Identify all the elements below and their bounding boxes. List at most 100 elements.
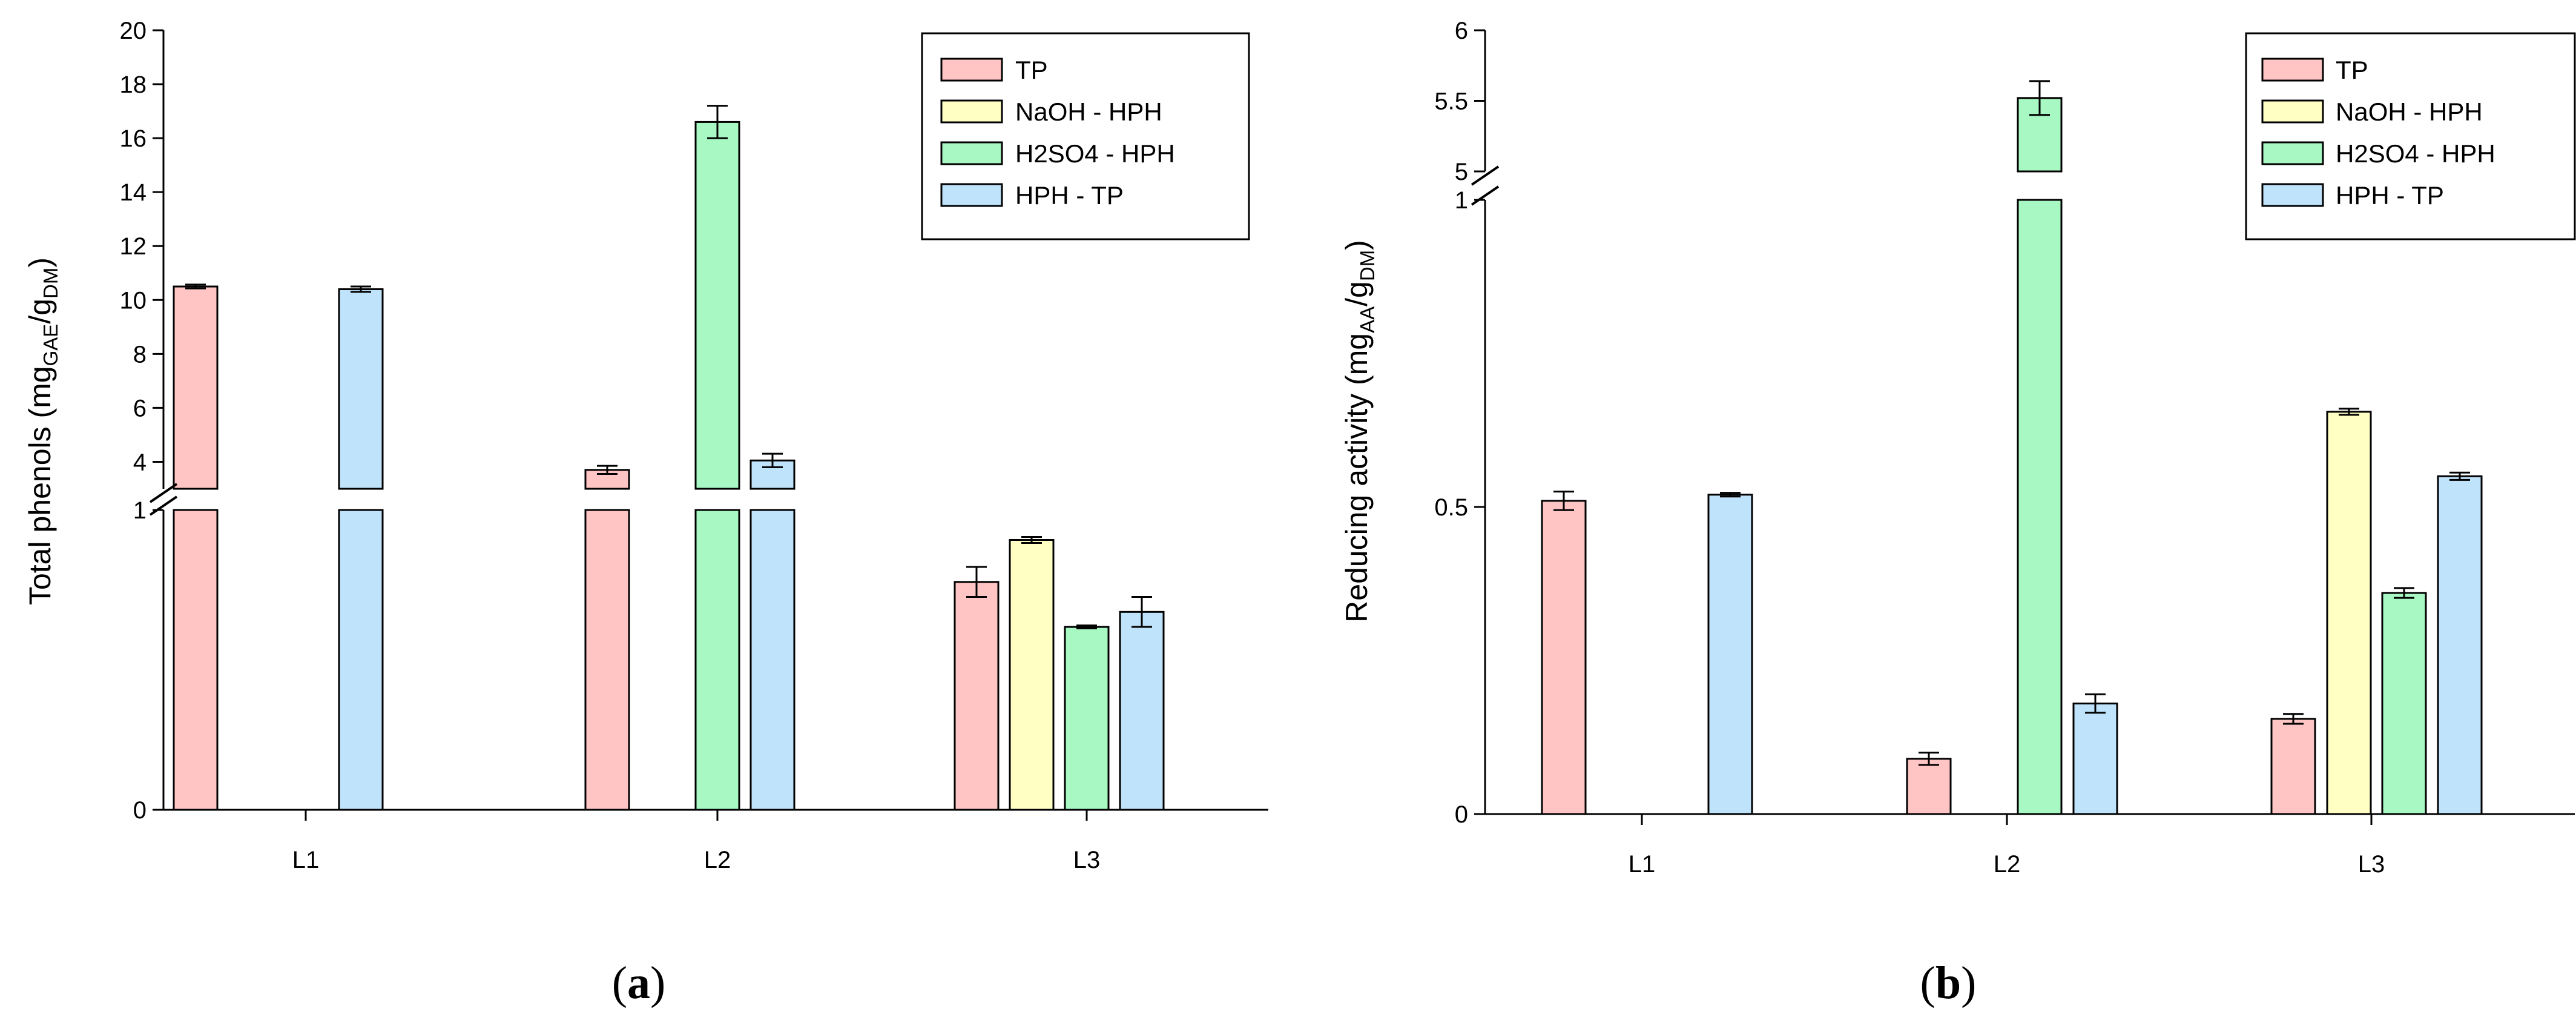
panel-b-y-title-sub1: AA <box>1356 306 1379 333</box>
panel-b-bar-l3-h2so4-hph <box>2381 592 2427 815</box>
panel-a-errorbar-l3-naoh-hph <box>1021 536 1042 544</box>
panel-b-errorbar-l3-hph-tp <box>2449 471 2470 481</box>
panel-a-legend-swatch-hph-tp <box>940 183 1003 207</box>
panel-b-label-close: ) <box>1961 958 1976 1008</box>
panel-b-y-tick-label-lower-1: 0.5 <box>1434 494 1468 521</box>
panel-a-legend-label-naoh: NaOH - HPH <box>1015 98 1162 126</box>
panel-a-errorbar-l2-h2so4-hph <box>707 105 728 139</box>
panel-a-bar-l3-tp <box>954 581 1000 811</box>
panel-a-y-axis-title: Total phenols (mgGAE/gDM) <box>23 257 62 605</box>
panel-b-errorbar-l1-hph-tp <box>1720 492 1741 498</box>
panel-a-x-tick-label-l3: L3 <box>1073 847 1101 873</box>
panel-a-legend: TP NaOH - HPH H2SO4 - HPH HPH - TP <box>921 32 1250 240</box>
panel-a-bar-l1-hph-tp-upper <box>338 288 384 490</box>
panel-b-errorbar-l3-tp <box>2283 713 2304 725</box>
panel-b-legend-swatch-h2so4 <box>2261 141 2324 165</box>
panel-a-legend-label-tp: TP <box>1015 56 1048 84</box>
panel-a-bar-l3-h2so4-hph <box>1064 626 1110 811</box>
panel-a-legend-swatch-tp <box>940 58 1003 82</box>
panel-a-label-close: ) <box>650 958 665 1008</box>
panel-b-axes: 0 0.5 15 5.5 6 L1 L2 L3 <box>1434 18 2575 878</box>
panel-a-label-letter: a <box>627 958 650 1008</box>
panel-a-y-tick-label-lower-1: 1 <box>133 497 147 524</box>
panel-b-bar-l3-tp <box>2270 718 2316 815</box>
panel-a-bar-l1-hph-tp-lower <box>338 509 384 811</box>
panel-b-legend-label-naoh: NaOH - HPH <box>2336 98 2483 126</box>
panel-b-legend-swatch-tp <box>2261 58 2324 82</box>
panel-a-y-tick-label-upper-6: 16 <box>120 125 147 152</box>
panel-a-errorbar-l2-tp <box>597 465 618 475</box>
panel-b-legend-swatch-naoh <box>2261 99 2324 124</box>
panel-a-y-tick-label-upper-2: 8 <box>133 341 147 368</box>
panel-b-legend-label-hph-tp: HPH - TP <box>2336 181 2444 210</box>
panel-a-y-title-main: Total phenols (mg <box>23 366 57 605</box>
panel-a-x-tick-label-l1: L1 <box>292 847 320 873</box>
panel-a-bar-l3-hph-tp <box>1119 611 1165 811</box>
panel-b-y-axis-title: Reducing activity (mgAA/gDM) <box>1340 240 1379 623</box>
panel-b-x-tick-label-l1: L1 <box>1629 851 1656 878</box>
panel-a-legend-swatch-h2so4 <box>940 141 1003 165</box>
panel-b-errorbar-l2-hph-tp <box>2085 693 2106 714</box>
panel-a-errorbar-l3-hph-tp <box>1132 596 1152 628</box>
panel-a-y-tick-label-upper-1: 6 <box>133 395 147 422</box>
panel-b: 0 0.5 15 5.5 6 L1 L2 L3 Reducing activity (mgAA… <box>1340 18 2576 1008</box>
panel-a-errorbar-l3-tp <box>966 566 987 598</box>
panel-b-axis-break-mark-lower <box>1471 185 1500 206</box>
panel-a-y-tick-label-upper-0: 4 <box>133 449 147 475</box>
panel-b-x-tick-label-l3: L3 <box>2358 851 2385 878</box>
panel-b-bar-l2-h2so4-hph-lower <box>2017 199 2063 815</box>
panel-a-bar-l3-naoh-hph <box>1009 539 1055 811</box>
panel-b-bar-l2-hph-tp <box>2072 702 2118 815</box>
panel-b-label-letter: b <box>1935 958 1961 1008</box>
panel-b-y-title-sub2: DM <box>1356 250 1379 281</box>
panel-b-bar-l1-hph-tp <box>1707 494 1753 815</box>
panel-a-legend-label-h2so4: H2SO4 - HPH <box>1015 139 1175 168</box>
panel-b-bar-l3-naoh-hph <box>2326 411 2372 815</box>
panel-a-y-title-sub2: DM <box>39 268 62 299</box>
panel-b-y-tick-label-upper-2: 6 <box>1455 18 1468 44</box>
panel-a-y-title-mid: /g <box>23 299 57 324</box>
panel-a-errorbar-l3-h2so4-hph <box>1076 624 1097 630</box>
panel-b-label-open: ( <box>1920 958 1935 1008</box>
panel-a-y-tick-label-lower-0: 0 <box>133 797 147 824</box>
panel-b-legend-label-h2so4: H2SO4 - HPH <box>2336 139 2495 168</box>
panel-b-legend: TP NaOH - HPH H2SO4 - HPH HPH - TP <box>2245 32 2576 240</box>
panel-b-bar-l3-hph-tp <box>2437 475 2483 815</box>
panel-a-y-tick-label-upper-8: 20 <box>120 18 147 44</box>
panel-a-y-tick-label-upper-3: 10 <box>120 287 147 314</box>
panel-a-legend-label-hph-tp: HPH - TP <box>1015 181 1124 210</box>
panel-a-errorbar-l1-tp <box>185 283 206 290</box>
panel-a-bar-l2-tp-upper <box>584 469 630 490</box>
panel-a-label-open: ( <box>612 958 627 1008</box>
panel-a-bar-l1-tp-upper <box>173 285 219 490</box>
panel-b-y-tick-label-lower-2: 1 <box>1455 187 1468 214</box>
panel-b-legend-label-tp: TP <box>2336 56 2368 84</box>
panel-a-y-tick-label-upper-5: 14 <box>120 179 147 206</box>
panel-a-y-tick-label-upper-7: 18 <box>120 71 147 98</box>
panel-a-bar-l2-h2so4-hph-upper <box>694 121 740 490</box>
panel-b-legend-swatch-hph-tp <box>2261 183 2324 207</box>
panel-a-errorbar-l1-hph-tp <box>351 285 371 293</box>
panel-a-y-title-sub1: GAE <box>39 324 62 366</box>
panel-a-y-title-end: ) <box>23 257 57 268</box>
panel-b-x-tick-label-l2: L2 <box>1994 851 2021 878</box>
panel-a-legend-swatch-naoh <box>940 99 1003 124</box>
panel-b-y-title-mid: /g <box>1340 281 1374 306</box>
panel-a-bar-l2-hph-tp-lower <box>749 509 796 811</box>
panel-a-axis-break-mark-lower <box>149 495 178 516</box>
panel-b-axis-break-mark-upper <box>1471 165 1500 186</box>
panel-a-label: (a) <box>612 958 666 1008</box>
panel-a-bars <box>173 105 1165 811</box>
panel-a-y-tick-label-upper-4: 12 <box>120 233 147 260</box>
panel-b-errorbar-l1-tp <box>1553 491 1574 511</box>
panel-b-errorbar-l3-naoh-hph <box>2339 408 2359 416</box>
panel-b-label: (b) <box>1920 958 1977 1008</box>
panel-b-y-title-main: Reducing activity (mg <box>1340 333 1374 623</box>
panel-a-errorbar-l2-hph-tp <box>762 452 783 468</box>
panel-b-errorbar-l3-h2so4-hph <box>2394 587 2414 599</box>
panel-a-bar-l2-tp-lower <box>584 509 630 811</box>
